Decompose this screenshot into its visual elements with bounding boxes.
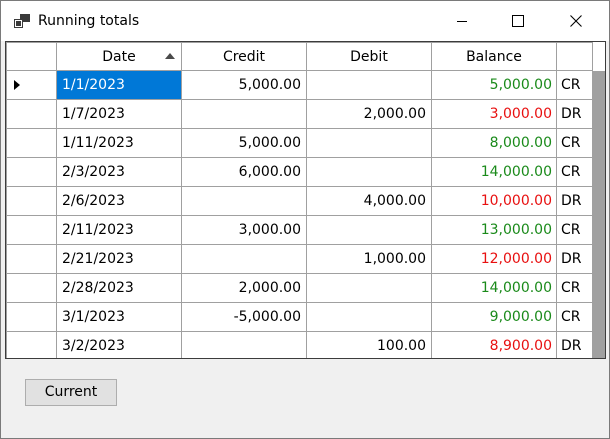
credit-cell[interactable]: 3,000.00 [181,215,307,245]
row-header[interactable] [6,99,57,129]
column-header-type[interactable] [556,42,593,71]
date-cell[interactable]: 2/3/2023 [56,157,182,187]
credit-cell[interactable] [181,244,307,274]
debit-cell[interactable] [306,70,432,100]
credit-cell[interactable]: -5,000.00 [181,302,307,332]
credit-cell[interactable] [181,331,307,358]
row-header[interactable] [6,128,57,158]
balance-cell[interactable]: 3,000.00 [431,99,557,129]
balance-cell[interactable]: 9,000.00 [431,302,557,332]
type-cell[interactable]: CR [556,157,593,187]
app-window-icon [14,14,30,28]
minimize-icon [457,21,467,22]
sort-ascending-icon [165,53,175,59]
data-table: Date Credit Debit Balance 1/1/2023 5,000.… [6,42,593,358]
header-row: Date Credit Debit Balance [6,42,593,71]
balance-cell[interactable]: 8,000.00 [431,128,557,158]
balance-cell[interactable]: 10,000.00 [431,186,557,216]
table-row[interactable]: 3/2/2023 100.00 8,900.00 DR [6,331,593,358]
row-header[interactable] [6,186,57,216]
balance-cell[interactable]: 12,000.00 [431,244,557,274]
table-row[interactable]: 2/6/2023 4,000.00 10,000.00 DR [6,186,593,216]
row-header[interactable] [6,302,57,332]
column-header-credit[interactable]: Credit [181,42,307,71]
table-row[interactable]: 3/1/2023 -5,000.00 9,000.00 CR [6,302,593,332]
type-cell[interactable]: CR [556,128,593,158]
balance-cell[interactable]: 13,000.00 [431,215,557,245]
date-cell[interactable]: 2/28/2023 [56,273,182,303]
date-cell[interactable]: 2/21/2023 [56,244,182,274]
debit-cell[interactable] [306,302,432,332]
date-cell[interactable]: 3/2/2023 [56,331,182,358]
date-cell[interactable]: 3/1/2023 [56,302,182,332]
close-icon [570,15,582,27]
row-header[interactable] [6,70,57,100]
table-row[interactable]: 2/21/2023 1,000.00 12,000.00 DR [6,244,593,274]
row-header[interactable] [6,331,57,358]
debit-cell[interactable]: 100.00 [306,331,432,358]
column-header-debit[interactable]: Debit [306,42,432,71]
balance-cell[interactable]: 5,000.00 [431,70,557,100]
type-cell[interactable]: CR [556,70,593,100]
column-header-label: Date [102,48,136,65]
window-title: Running totals [38,13,140,29]
credit-cell[interactable]: 5,000.00 [181,70,307,100]
type-cell[interactable]: DR [556,186,593,216]
table-row[interactable]: 2/11/2023 3,000.00 13,000.00 CR [6,215,593,245]
credit-cell[interactable] [181,186,307,216]
debit-cell[interactable] [306,157,432,187]
type-cell[interactable]: DR [556,331,593,358]
type-cell[interactable]: DR [556,99,593,129]
column-header-balance[interactable]: Balance [431,42,557,71]
debit-cell[interactable]: 2,000.00 [306,99,432,129]
column-header-date[interactable]: Date [56,42,182,71]
row-header[interactable] [6,157,57,187]
credit-cell[interactable]: 2,000.00 [181,273,307,303]
debit-cell[interactable] [306,128,432,158]
type-cell[interactable]: CR [556,302,593,332]
debit-cell[interactable]: 1,000.00 [306,244,432,274]
balance-cell[interactable]: 14,000.00 [431,273,557,303]
row-header[interactable] [6,215,57,245]
close-button[interactable] [553,1,599,41]
maximize-icon [512,15,524,27]
debit-cell[interactable] [306,273,432,303]
table-row[interactable]: 2/28/2023 2,000.00 14,000.00 CR [6,273,593,303]
row-header[interactable] [6,244,57,274]
date-cell[interactable]: 2/6/2023 [56,186,182,216]
minimize-button[interactable] [439,1,485,41]
running-totals-grid[interactable]: Date Credit Debit Balance 1/1/2023 5,000.… [5,41,606,359]
maximize-button[interactable] [495,1,541,41]
credit-cell[interactable]: 6,000.00 [181,157,307,187]
type-cell[interactable]: CR [556,273,593,303]
current-button[interactable]: Current [25,379,117,406]
grid-scroll-strip[interactable] [592,71,605,358]
title-bar[interactable]: Running totals [1,1,609,41]
table-row[interactable]: 1/7/2023 2,000.00 3,000.00 DR [6,99,593,129]
balance-cell[interactable]: 8,900.00 [431,331,557,358]
date-cell[interactable]: 1/11/2023 [56,128,182,158]
date-cell[interactable]: 1/1/2023 [56,70,182,100]
table-row[interactable]: 2/3/2023 6,000.00 14,000.00 CR [6,157,593,187]
debit-cell[interactable] [306,215,432,245]
grid-body: 1/1/2023 5,000.00 5,000.00 CR 1/7/2023 2,000.… [6,70,593,358]
type-cell[interactable]: DR [556,244,593,274]
table-row[interactable]: 1/11/2023 5,000.00 8,000.00 CR [6,128,593,158]
balance-cell[interactable]: 14,000.00 [431,157,557,187]
debit-cell[interactable]: 4,000.00 [306,186,432,216]
current-row-arrow-icon [14,80,20,90]
row-header-corner[interactable] [6,42,57,71]
date-cell[interactable]: 1/7/2023 [56,99,182,129]
credit-cell[interactable]: 5,000.00 [181,128,307,158]
credit-cell[interactable] [181,99,307,129]
date-cell[interactable]: 2/11/2023 [56,215,182,245]
row-header[interactable] [6,273,57,303]
type-cell[interactable]: CR [556,215,593,245]
table-row[interactable]: 1/1/2023 5,000.00 5,000.00 CR [6,70,593,100]
